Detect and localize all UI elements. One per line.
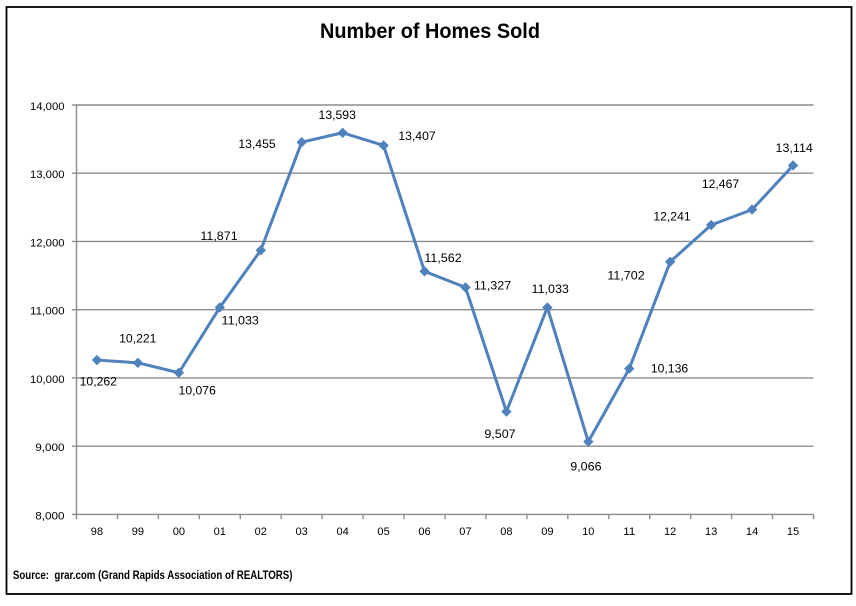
svg-text:9,066: 9,066 [570, 460, 602, 474]
svg-text:10,000: 10,000 [30, 374, 65, 386]
svg-text:06: 06 [418, 526, 430, 538]
svg-text:01: 01 [214, 526, 226, 538]
svg-text:00: 00 [173, 526, 185, 538]
svg-text:11,000: 11,000 [30, 306, 65, 318]
svg-text:11,871: 11,871 [200, 229, 238, 243]
svg-text:13,114: 13,114 [776, 141, 814, 155]
svg-text:12,000: 12,000 [30, 237, 65, 249]
svg-text:02: 02 [255, 526, 267, 538]
svg-text:11,562: 11,562 [424, 251, 462, 265]
svg-text:98: 98 [91, 526, 103, 538]
svg-text:12: 12 [664, 526, 676, 538]
svg-text:8,000: 8,000 [35, 510, 64, 522]
svg-text:03: 03 [296, 526, 308, 538]
svg-text:11,033: 11,033 [532, 282, 570, 296]
svg-text:09: 09 [541, 526, 553, 538]
svg-text:13: 13 [705, 526, 717, 538]
svg-text:13,593: 13,593 [319, 108, 357, 122]
svg-text:Source: grar.com (Grand Rapid: Source: grar.com (Grand Rapids Associati… [13, 568, 293, 582]
svg-text:11,702: 11,702 [607, 269, 645, 283]
svg-text:Number of Homes Sold: Number of Homes Sold [320, 20, 540, 43]
svg-text:11,033: 11,033 [222, 314, 260, 328]
svg-text:05: 05 [377, 526, 389, 538]
svg-text:10,136: 10,136 [651, 362, 689, 376]
svg-text:13,455: 13,455 [238, 137, 276, 151]
svg-text:07: 07 [459, 526, 471, 538]
svg-text:15: 15 [787, 526, 799, 538]
svg-text:13,407: 13,407 [398, 129, 436, 143]
svg-text:10,076: 10,076 [179, 384, 217, 398]
svg-text:11,327: 11,327 [474, 279, 512, 293]
svg-text:9,000: 9,000 [35, 442, 64, 454]
svg-text:10,221: 10,221 [119, 332, 157, 346]
svg-text:12,241: 12,241 [653, 210, 691, 224]
svg-text:99: 99 [132, 526, 144, 538]
svg-text:04: 04 [336, 526, 348, 538]
svg-text:10: 10 [582, 526, 594, 538]
svg-text:08: 08 [500, 526, 512, 538]
svg-text:12,467: 12,467 [702, 177, 740, 191]
svg-text:11: 11 [623, 526, 635, 538]
svg-text:9,507: 9,507 [484, 427, 516, 441]
svg-text:10,262: 10,262 [80, 375, 118, 389]
svg-text:14: 14 [746, 526, 758, 538]
svg-text:14,000: 14,000 [30, 101, 65, 113]
svg-text:13,000: 13,000 [30, 169, 65, 181]
